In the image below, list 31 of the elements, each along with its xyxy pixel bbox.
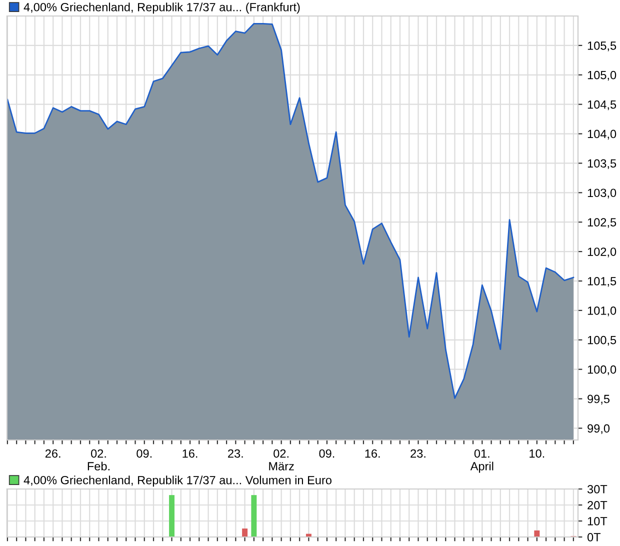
y-tick-label: 99,0 — [588, 424, 610, 434]
x-tick-label: 02. Feb. — [88, 449, 110, 470]
y-tick-label: 100,0 — [588, 365, 616, 376]
legend-label: 4,00% Griechenland, Republik 17/37 au... Volumen in Euro — [24, 476, 332, 487]
x-tick-label: 01. April — [470, 449, 494, 473]
y-tick-label: 10T — [588, 517, 608, 526]
y-tick-label: 102,0 — [588, 248, 616, 258]
y-tick-label: 103,5 — [588, 159, 616, 170]
y-tick-label: 101,5 — [588, 277, 616, 287]
y-tick-label: 101,0 — [588, 306, 616, 316]
y-tick-label: 104,0 — [588, 130, 616, 140]
x-tick-label: 23. — [228, 449, 243, 458]
x-tick-label: 09. — [319, 449, 334, 458]
y-tick-label: 102,5 — [588, 218, 616, 228]
x-tick-label: 16. — [182, 449, 198, 458]
x-tick-label: 09. — [136, 449, 152, 458]
legend-label: 4,00% Griechenland, Republik 17/37 au... (Frankfurt) — [24, 2, 300, 14]
y-tick-label: 105,0 — [588, 70, 616, 81]
y-tick-label: 0T — [587, 533, 601, 542]
y-tick-label: 103,0 — [588, 188, 616, 198]
y-tick-label: 104,5 — [588, 100, 616, 110]
y-tick-label: 100,5 — [588, 336, 616, 346]
y-tick-label: 30T — [587, 485, 608, 494]
x-tick-label: 26. — [45, 449, 60, 458]
x-tick-label: 23. — [410, 449, 426, 458]
y-tick-label: 20T — [588, 501, 608, 510]
x-tick-label: 10. — [530, 449, 544, 458]
y-tick-label: 105,5 — [588, 41, 616, 52]
x-tick-label: 02. März — [269, 449, 294, 470]
y-tick-label: 99,5 — [588, 394, 610, 405]
x-tick-label: 16. — [365, 449, 380, 458]
